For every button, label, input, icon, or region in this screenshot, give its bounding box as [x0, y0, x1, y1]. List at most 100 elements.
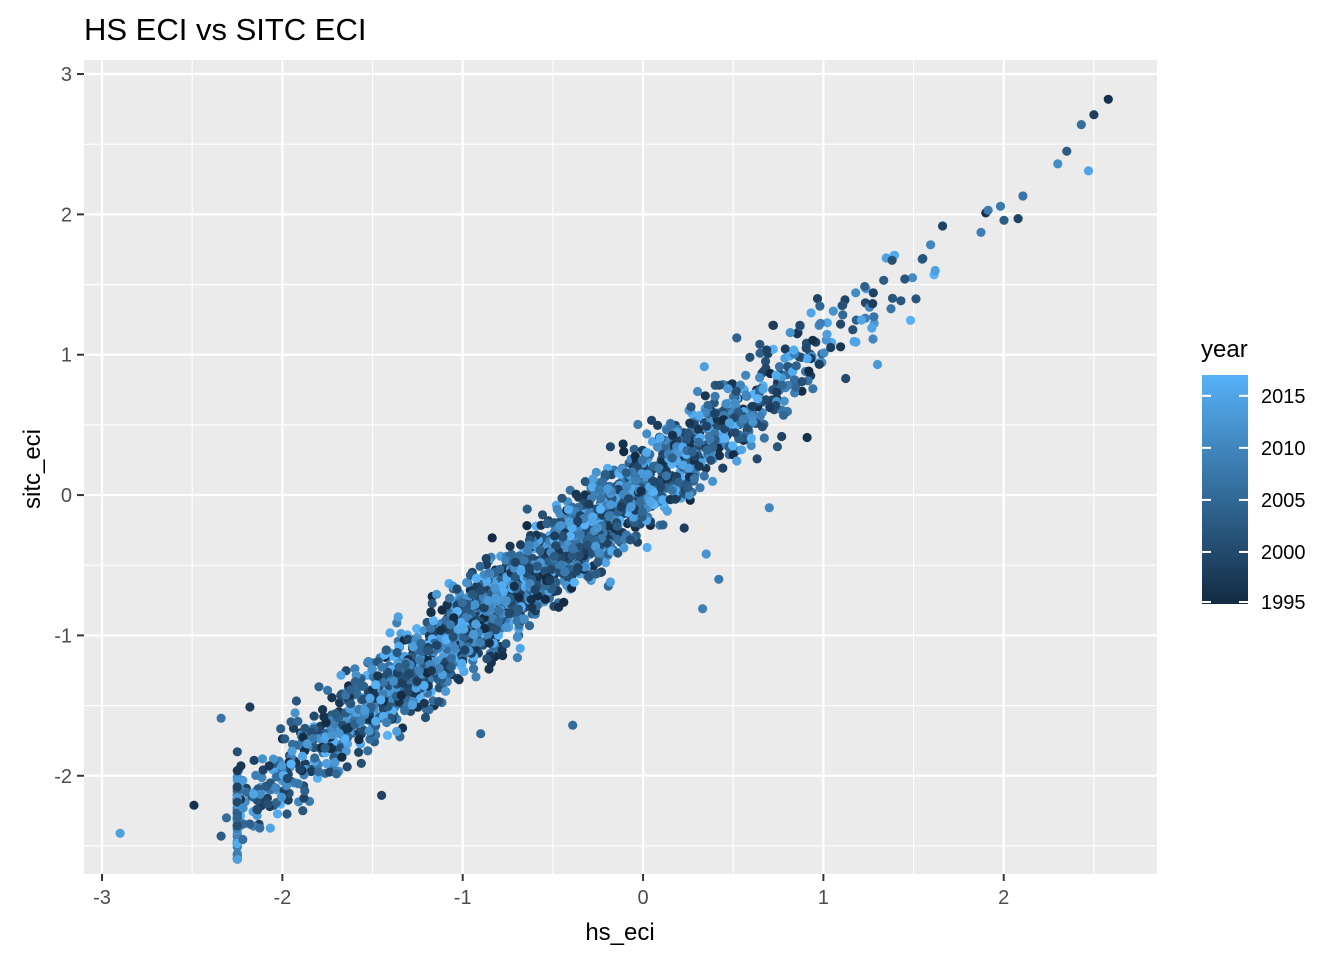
scatter-point — [746, 433, 756, 443]
scatter-point — [791, 361, 801, 371]
scatter-point — [828, 306, 838, 316]
scatter-point — [216, 831, 226, 841]
scatter-point — [490, 593, 501, 604]
scatter-point — [812, 294, 823, 304]
scatter-point — [802, 432, 812, 443]
scatter-point — [822, 329, 832, 339]
scatter-point — [848, 325, 858, 335]
scatter-point — [723, 384, 733, 394]
scatter-point — [926, 240, 936, 250]
scatter-point — [441, 686, 451, 697]
scatter-point — [761, 356, 771, 366]
scatter-point — [621, 468, 631, 478]
scatter-point — [999, 215, 1009, 225]
y-tick-label: 2 — [61, 204, 72, 226]
scatter-point — [613, 548, 623, 558]
legend-label: 2015 — [1261, 386, 1306, 408]
scatter-point — [1103, 94, 1113, 104]
scatter-point — [771, 370, 781, 380]
scatter-point — [512, 653, 523, 663]
scatter-point — [851, 288, 861, 298]
scatter-point — [714, 380, 724, 390]
scatter-point — [646, 496, 656, 507]
scatter-point — [449, 613, 459, 623]
scatter-point — [670, 494, 680, 504]
scatter-point — [637, 506, 647, 517]
scatter-point — [748, 417, 758, 427]
scatter-point — [388, 676, 398, 687]
scatter-point — [467, 589, 477, 599]
scatter-point — [774, 362, 785, 372]
minor-grid — [84, 60, 1157, 874]
scatter-point — [510, 557, 520, 567]
scatter-point — [778, 410, 789, 420]
x-tick-label: -2 — [273, 887, 291, 909]
scatter-point — [300, 723, 310, 734]
scatter-point — [281, 781, 292, 791]
scatter-point — [445, 620, 455, 630]
scatter-point — [658, 495, 668, 505]
scatter-point — [385, 628, 395, 638]
scatter-point — [699, 362, 709, 372]
scatter-point — [516, 566, 526, 576]
scatter-point — [373, 671, 383, 681]
scatter-point — [481, 553, 491, 564]
legend-ticks: 1995 2000 2005 2010 2015 — [1202, 386, 1306, 614]
scatter-point — [887, 293, 898, 303]
scatter-point — [302, 739, 312, 749]
scatter-point — [597, 477, 608, 487]
scatter-point — [327, 693, 337, 703]
scatter-point — [642, 429, 652, 439]
scatter-point — [654, 463, 664, 473]
scatter-point — [501, 622, 511, 633]
scatter-point — [780, 344, 790, 354]
scatter-point — [838, 310, 848, 320]
scatter-point — [649, 477, 659, 487]
scatter-point — [524, 540, 534, 550]
scatter-point — [494, 616, 504, 627]
scatter-point — [487, 533, 497, 543]
scatter-point — [426, 607, 436, 617]
scatter-point — [287, 739, 298, 750]
scatter-point — [426, 666, 436, 676]
scatter-point — [459, 624, 469, 634]
y-tick-label: 0 — [61, 485, 72, 507]
scatter-point — [806, 308, 816, 318]
scatter-point — [290, 778, 300, 788]
scatter-point — [427, 598, 437, 609]
scatter-point — [655, 433, 665, 443]
scatter-point — [755, 411, 765, 421]
scatter-point — [718, 463, 728, 473]
scatter-point — [346, 685, 356, 695]
scatter-point — [565, 531, 576, 541]
scatter-point — [232, 775, 242, 785]
scatter-point — [737, 445, 747, 455]
scatter-point — [616, 502, 626, 512]
scatter-point — [698, 604, 708, 614]
scatter-point — [306, 766, 316, 777]
scatter-point — [568, 720, 578, 730]
scatter-point — [470, 599, 480, 610]
scatter-point — [753, 394, 763, 404]
scatter-point — [546, 565, 556, 575]
scatter-point — [357, 681, 367, 691]
scatter-point — [762, 345, 772, 355]
scatter-point — [282, 773, 292, 784]
scatter-point — [446, 662, 456, 672]
scatter-point — [475, 637, 486, 648]
scatter-point — [482, 654, 492, 664]
scatter-point — [354, 735, 364, 745]
scatter-point — [342, 762, 352, 772]
scatter-point — [434, 697, 444, 707]
scatter-point — [532, 561, 543, 571]
scatter-point — [836, 342, 846, 352]
scatter-point — [705, 434, 715, 444]
scatter-point — [593, 557, 603, 567]
scatter-point — [414, 666, 424, 676]
scatter-point — [752, 454, 762, 464]
scatter-point — [232, 797, 242, 807]
scatter-point — [382, 730, 393, 741]
scatter-point — [795, 320, 805, 330]
scatter-point — [557, 493, 567, 503]
